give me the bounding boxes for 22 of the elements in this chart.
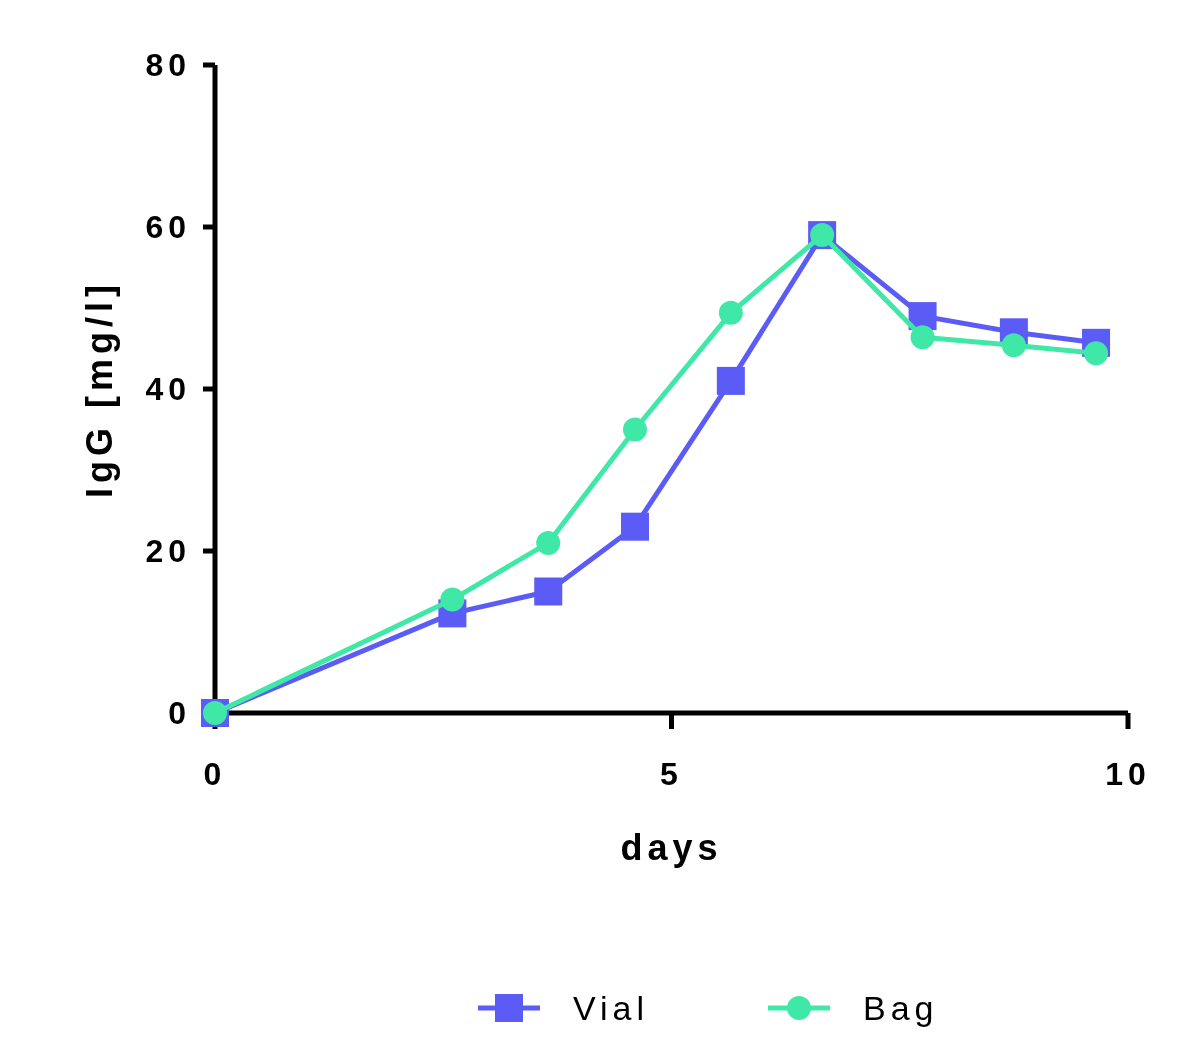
point (534, 577, 563, 606)
x-axis-title: days (620, 827, 723, 868)
point (716, 366, 745, 395)
x-tick-label: 10 (1105, 756, 1151, 792)
point (620, 512, 649, 541)
x-tick-label: 5 (660, 756, 683, 792)
point (1084, 341, 1109, 366)
y-tick-label: 40 (145, 371, 191, 408)
y-tick-label: 80 (145, 47, 191, 84)
point (622, 417, 647, 442)
point (910, 325, 935, 350)
x-tick-label: 0 (203, 756, 227, 792)
point (536, 530, 561, 555)
point (718, 300, 743, 325)
y-axis-title: IgG [mg/l] (79, 280, 120, 498)
y-tick-label: 20 (145, 533, 191, 570)
y-tick-label: 60 (145, 209, 191, 246)
point (1001, 333, 1026, 358)
point (440, 587, 465, 612)
legend-label: Bag (863, 988, 939, 1027)
y-tick-label: 0 (168, 695, 191, 732)
legend-label: Vial (573, 988, 650, 1027)
